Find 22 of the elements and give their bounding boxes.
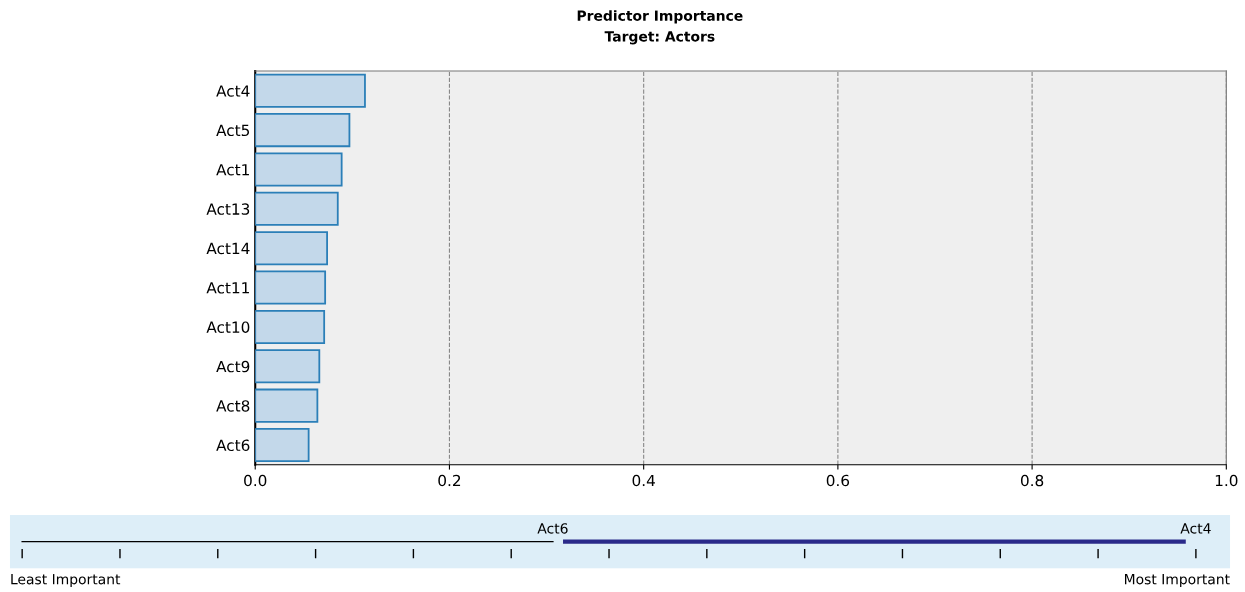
text: Act6 bbox=[537, 523, 568, 534]
chart-title: Predictor Importance bbox=[577, 10, 743, 24]
y-tick-label: Act6 bbox=[216, 439, 250, 452]
y-tick-label: Act4 bbox=[216, 85, 250, 97]
y-tick-label: Act13 bbox=[206, 203, 250, 215]
y-tick-label: Act14 bbox=[206, 242, 250, 255]
x-tick-label: 0.0 bbox=[244, 474, 267, 487]
y-tick-label: Act10 bbox=[206, 321, 250, 333]
y-tick-label: Act11 bbox=[206, 282, 249, 294]
x-tick-label: 0.8 bbox=[1020, 474, 1044, 487]
y-tick-label: Act9 bbox=[216, 360, 250, 373]
text: Act4 bbox=[1180, 523, 1211, 534]
y-tick-label: Act5 bbox=[216, 124, 250, 137]
y-tick-label: Act1 bbox=[216, 164, 249, 176]
x-tick-label: 0.6 bbox=[826, 474, 850, 487]
chart-subtitle: Target: Actors bbox=[604, 31, 715, 45]
x-tick-label: 0.4 bbox=[632, 474, 655, 487]
text: Most Important bbox=[1124, 574, 1230, 588]
y-tick-label: Act8 bbox=[216, 400, 250, 412]
x-tick-label: 0.2 bbox=[438, 474, 461, 487]
x-tick-label: 1.0 bbox=[1215, 474, 1238, 487]
text: Least Important bbox=[11, 574, 121, 588]
